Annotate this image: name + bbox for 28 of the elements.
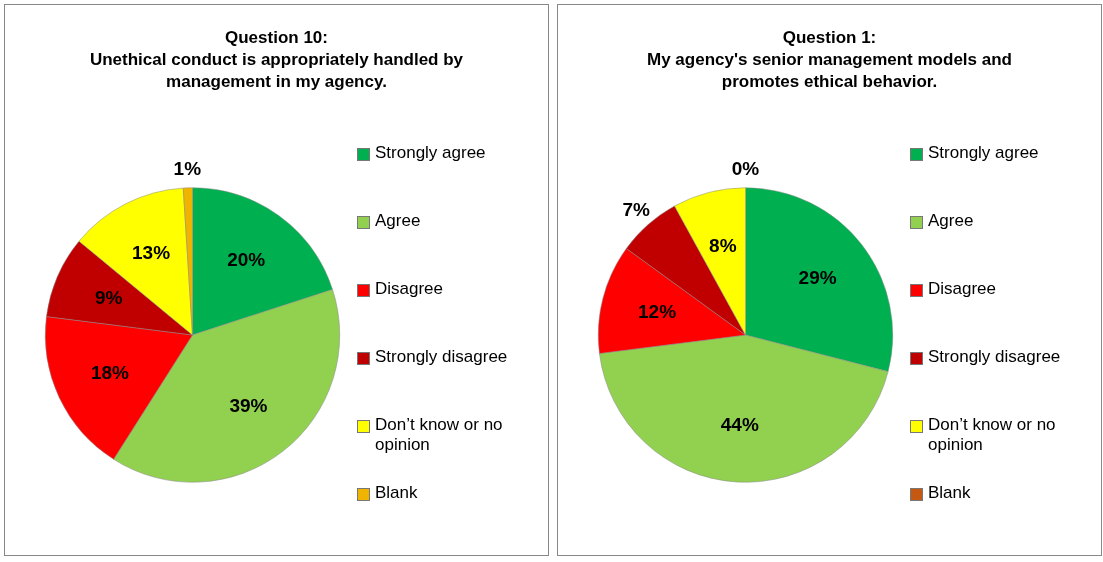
data-label: 8% xyxy=(709,234,737,256)
legend-label: Don’t know or no opinion xyxy=(375,415,504,455)
legend-label: Disagree xyxy=(375,279,444,299)
data-label: 1% xyxy=(173,158,202,180)
legend-label: Blank xyxy=(375,483,418,503)
data-label: 7% xyxy=(622,199,651,221)
data-label: 9% xyxy=(94,286,123,308)
legend-label: Agree xyxy=(375,211,421,231)
chart-title: Question 1: xyxy=(781,27,878,49)
data-label: 13% xyxy=(132,241,171,263)
legend-label: Don’t know or no opinion xyxy=(928,415,1057,455)
text: 0% xyxy=(731,157,760,179)
data-label: 18% xyxy=(90,362,130,384)
data-label: 12% xyxy=(638,300,677,322)
legend-label: Strongly agree xyxy=(928,143,1039,163)
legend-label: Strongly agree xyxy=(375,143,486,163)
data-label: 20% xyxy=(227,249,266,271)
chart-subtitle: My agency's senior management models and promotes ethical behavior. xyxy=(646,49,1013,93)
legend-label: Disagree xyxy=(928,279,997,299)
data-label: 29% xyxy=(798,267,837,289)
data-label: 39% xyxy=(229,395,268,417)
chart-title: Question 10: xyxy=(224,27,329,49)
legend-label: Agree xyxy=(928,211,974,231)
chart-subtitle: Unethical conduct is appropriately handled by management in my agency. xyxy=(88,49,465,93)
legend-label: Blank xyxy=(928,483,971,503)
data-label: 44% xyxy=(720,414,759,436)
legend-label: Strongly disagree xyxy=(928,347,1061,367)
legend-label: Strongly disagree xyxy=(375,347,508,367)
